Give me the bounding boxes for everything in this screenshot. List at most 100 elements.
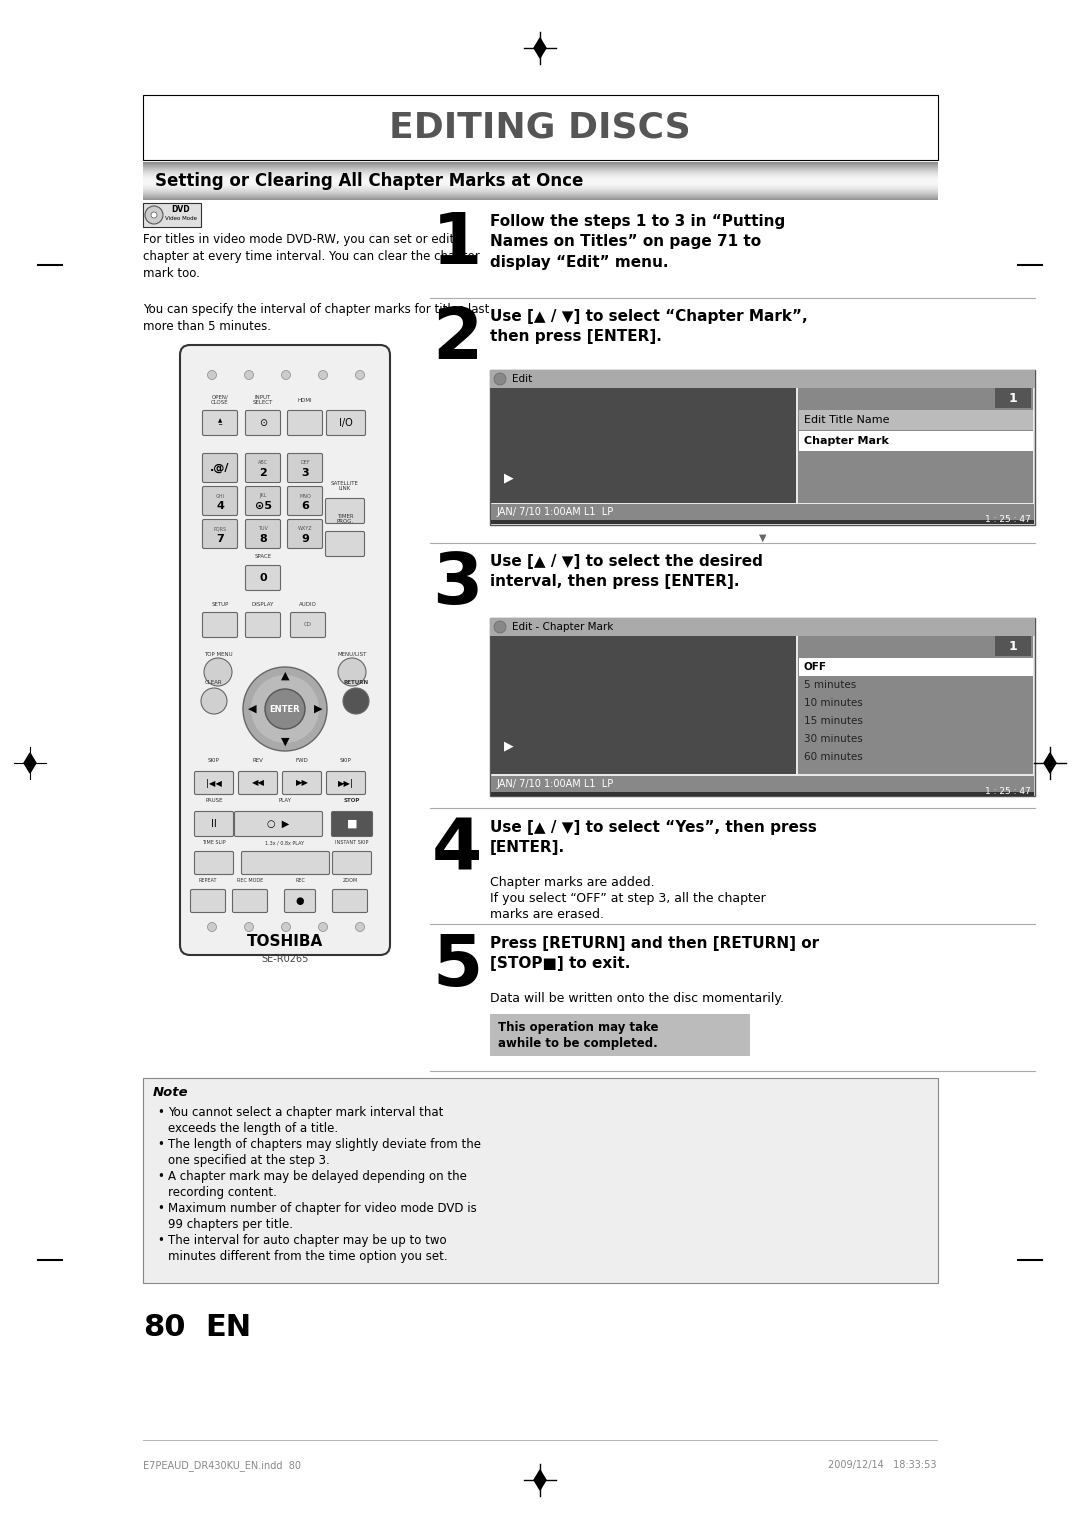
Text: JAN/ 7/10 1:00AM L1  LP: JAN/ 7/10 1:00AM L1 LP <box>496 507 613 518</box>
Text: 80: 80 <box>143 1313 186 1342</box>
Text: MNO: MNO <box>299 493 311 498</box>
Text: PLAY: PLAY <box>279 799 292 803</box>
Text: Data will be written onto the disc momentarily.: Data will be written onto the disc momen… <box>490 993 784 1005</box>
FancyBboxPatch shape <box>194 771 233 794</box>
FancyBboxPatch shape <box>287 454 323 483</box>
Text: REC: REC <box>295 878 305 884</box>
Text: Chapter Mark: Chapter Mark <box>804 437 889 446</box>
Text: ◀◀: ◀◀ <box>252 779 265 788</box>
Text: OPEN/
CLOSE: OPEN/ CLOSE <box>212 394 229 405</box>
FancyBboxPatch shape <box>203 519 238 548</box>
Text: 30 minutes: 30 minutes <box>804 734 863 744</box>
FancyBboxPatch shape <box>245 454 281 483</box>
Text: INPUT
SELECT: INPUT SELECT <box>253 394 273 405</box>
FancyBboxPatch shape <box>245 612 281 637</box>
Text: A chapter mark may be delayed depending on the
recording content.: A chapter mark may be delayed depending … <box>168 1170 467 1199</box>
Text: Chapter marks are added.: Chapter marks are added. <box>490 876 654 889</box>
Text: 1: 1 <box>432 211 483 279</box>
Text: FWD: FWD <box>296 759 309 764</box>
Text: DEF: DEF <box>300 461 310 466</box>
Text: PQRS: PQRS <box>214 527 227 531</box>
Circle shape <box>207 922 216 931</box>
Text: SETUP: SETUP <box>212 602 229 606</box>
Text: HDMI: HDMI <box>298 397 312 403</box>
Text: .@/: .@/ <box>211 463 230 473</box>
Circle shape <box>243 667 327 751</box>
Text: JAN/ 7/10 1:00AM L1  LP: JAN/ 7/10 1:00AM L1 LP <box>496 779 613 789</box>
Text: 6: 6 <box>301 501 309 512</box>
Text: ◀: ◀ <box>247 704 256 715</box>
Text: •: • <box>157 1202 164 1215</box>
Text: For titles in video mode DVD-RW, you can set or edit
chapter at every time inter: For titles in video mode DVD-RW, you can… <box>143 234 480 279</box>
Bar <box>490 1014 750 1057</box>
Text: ▲
─: ▲ ─ <box>218 418 222 428</box>
Text: Note: Note <box>153 1086 189 1099</box>
Text: OFF: OFF <box>804 663 827 672</box>
Text: You cannot select a chapter mark interval that
exceeds the length of a title.: You cannot select a chapter mark interva… <box>168 1106 444 1135</box>
FancyBboxPatch shape <box>287 487 323 516</box>
Circle shape <box>207 371 216 380</box>
Text: 1 : 25 : 47: 1 : 25 : 47 <box>985 515 1031 524</box>
Text: E7PEAUD_DR430KU_EN.indd  80: E7PEAUD_DR430KU_EN.indd 80 <box>143 1460 301 1471</box>
Bar <box>995 637 1031 657</box>
Text: ▶▶: ▶▶ <box>296 779 309 788</box>
Text: 60 minutes: 60 minutes <box>804 751 863 762</box>
FancyBboxPatch shape <box>325 498 365 524</box>
Circle shape <box>265 689 305 728</box>
FancyBboxPatch shape <box>287 411 323 435</box>
FancyBboxPatch shape <box>283 771 322 794</box>
Text: If you select “OFF” at step 3, all the chapter
marks are erased.: If you select “OFF” at step 3, all the c… <box>490 892 766 921</box>
Text: REPEAT: REPEAT <box>199 878 217 884</box>
Circle shape <box>244 371 254 380</box>
Text: 0: 0 <box>259 573 267 583</box>
FancyBboxPatch shape <box>180 345 390 954</box>
Text: SKIP: SKIP <box>340 759 352 764</box>
FancyBboxPatch shape <box>325 531 365 556</box>
FancyBboxPatch shape <box>242 852 329 875</box>
Text: II: II <box>211 818 217 829</box>
Circle shape <box>204 658 232 686</box>
Text: ZOOM: ZOOM <box>342 878 357 884</box>
Text: 5 minutes: 5 minutes <box>804 680 856 690</box>
FancyBboxPatch shape <box>203 612 238 637</box>
FancyBboxPatch shape <box>203 487 238 516</box>
Text: DISPLAY: DISPLAY <box>252 602 274 606</box>
Text: SATELLITE
LINK: SATELLITE LINK <box>332 481 359 492</box>
Text: SE-R0265: SE-R0265 <box>261 954 309 964</box>
Text: TIMER
PROG.: TIMER PROG. <box>336 513 353 524</box>
Text: •: • <box>157 1234 164 1248</box>
FancyBboxPatch shape <box>333 890 367 913</box>
Text: TOP MENU: TOP MENU <box>204 652 232 657</box>
FancyBboxPatch shape <box>194 852 233 875</box>
Circle shape <box>251 675 319 744</box>
Text: 3: 3 <box>301 467 309 478</box>
Text: 2009/12/14   18:33:53: 2009/12/14 18:33:53 <box>828 1460 937 1471</box>
Text: 7: 7 <box>216 534 224 544</box>
Text: ▶: ▶ <box>314 704 322 715</box>
Text: 4: 4 <box>216 501 224 512</box>
Text: ⊙: ⊙ <box>259 418 267 428</box>
Text: ▶: ▶ <box>504 472 514 484</box>
Text: This operation may take
awhile to be completed.: This operation may take awhile to be com… <box>498 1020 659 1049</box>
Circle shape <box>319 371 327 380</box>
Circle shape <box>355 922 365 931</box>
FancyBboxPatch shape <box>332 811 373 837</box>
Polygon shape <box>24 753 36 773</box>
Text: TOSHIBA: TOSHIBA <box>247 933 323 948</box>
Text: 1: 1 <box>1009 391 1017 405</box>
Text: STOP: STOP <box>343 799 361 803</box>
FancyBboxPatch shape <box>194 811 233 837</box>
Text: The length of chapters may slightly deviate from the
one specified at the step 3: The length of chapters may slightly devi… <box>168 1138 481 1167</box>
FancyBboxPatch shape <box>239 771 278 794</box>
Polygon shape <box>534 38 546 58</box>
Text: I/O: I/O <box>339 418 353 428</box>
Text: ▶▶|: ▶▶| <box>338 779 354 788</box>
FancyBboxPatch shape <box>284 890 315 913</box>
Bar <box>799 411 1032 431</box>
Bar <box>995 388 1031 408</box>
Circle shape <box>343 689 369 715</box>
Bar <box>491 776 1034 793</box>
Circle shape <box>282 371 291 380</box>
Text: ▼: ▼ <box>759 533 766 544</box>
Text: 1: 1 <box>1009 640 1017 652</box>
